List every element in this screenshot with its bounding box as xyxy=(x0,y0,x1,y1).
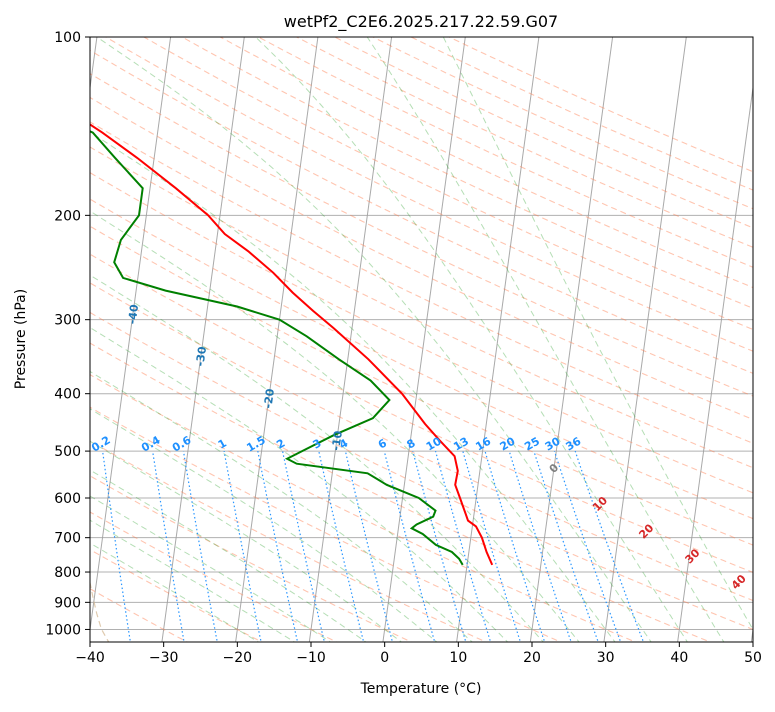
mixing-ratio-line xyxy=(553,450,622,642)
mixing-ratio-line xyxy=(462,450,522,642)
mixing-ratio-line xyxy=(152,451,185,642)
dry-adiabat-line xyxy=(90,225,753,546)
moist-adiabat-line xyxy=(90,542,260,642)
y-tick-label: 700 xyxy=(54,531,81,547)
mixing-ratio-line xyxy=(508,450,572,642)
moist-adiabat-line xyxy=(366,37,725,642)
x-tick-label: 40 xyxy=(670,650,688,666)
dewpoint-profile-line xyxy=(90,130,464,566)
dry-adiabat-line xyxy=(90,172,753,494)
dry-adiabat-line xyxy=(180,37,753,309)
moist-adiabat-line xyxy=(90,131,616,642)
isotherm-line xyxy=(677,84,753,642)
y-tick-label: 300 xyxy=(54,313,81,329)
mixing-ratio-line xyxy=(344,450,394,642)
x-tick-label: 50 xyxy=(744,650,762,666)
isotherm-line xyxy=(90,37,172,634)
dry-adiabat-line xyxy=(90,406,562,642)
isotherm-line xyxy=(382,37,466,642)
plot-frame xyxy=(89,36,754,643)
y-tick-label: 500 xyxy=(54,444,81,460)
dry-adiabat-line xyxy=(142,37,753,331)
y-axis-label: Pressure (hPa) xyxy=(13,289,29,389)
axis-layer: −40 −30 −20 −10 0 10 20 30 40 50 100 200 300 400 500 60… xyxy=(45,30,762,666)
mixing-ratio-line xyxy=(412,450,467,642)
dry-adiabat-line xyxy=(90,374,637,642)
x-tick-label: 0 xyxy=(380,650,389,666)
grid-layer xyxy=(90,37,753,642)
moist-adiabat-line xyxy=(254,37,689,642)
data-layer xyxy=(90,123,494,566)
isotherm-line xyxy=(529,37,614,642)
isotherm-line xyxy=(161,37,245,642)
isotherm-line xyxy=(456,37,540,642)
dry-adiabat-line xyxy=(90,198,753,520)
moist-adiabat-line xyxy=(90,370,473,642)
dry-adiabat-line xyxy=(90,548,264,642)
y-tick-label: 200 xyxy=(54,208,81,224)
x-tick-label: −20 xyxy=(223,650,253,666)
y-tick-label: 1000 xyxy=(45,622,81,638)
dry-adiabat-line xyxy=(90,121,753,444)
y-tick-label: 100 xyxy=(54,30,81,46)
temperature-profile-line xyxy=(90,123,494,566)
moist-adiabat-line xyxy=(90,440,403,642)
x-tick-label: 30 xyxy=(597,650,615,666)
dry-adiabat-line xyxy=(90,475,413,642)
mixing-ratio-line xyxy=(318,450,365,642)
moist-adiabat-line xyxy=(90,327,509,642)
y-tick-label: 400 xyxy=(54,387,81,403)
x-tick-label: −30 xyxy=(149,650,179,666)
x-tick-label: −10 xyxy=(296,650,326,666)
dry-adiabat-line xyxy=(90,311,753,630)
mixing-ratio-line xyxy=(383,450,436,642)
isotherm-line xyxy=(308,37,393,642)
isotherm-label: -10 xyxy=(329,430,345,452)
dry-adiabat-line xyxy=(90,511,338,642)
moist-adiabat-line xyxy=(90,274,544,642)
y-tick-label: 800 xyxy=(54,565,81,581)
moist-adiabat-line xyxy=(95,37,652,642)
dry-adiabat-line xyxy=(90,440,488,642)
mixing-ratio-line xyxy=(182,451,218,642)
mixing-ratio-line xyxy=(223,450,262,642)
moist-adiabat-line xyxy=(90,519,296,642)
x-tick-label: 10 xyxy=(449,650,467,666)
dry-adiabat-line xyxy=(90,49,753,374)
x-tick-label: −40 xyxy=(75,650,105,666)
x-tick-label: 20 xyxy=(523,650,541,666)
x-axis-label: Temperature (°C) xyxy=(360,681,482,697)
mixing-ratio-line xyxy=(484,450,546,642)
moist-adiabat-line xyxy=(90,469,367,642)
y-tick-label: 900 xyxy=(54,595,81,611)
mixing-ratio-line xyxy=(574,450,645,642)
y-tick-label: 600 xyxy=(54,491,81,507)
moist-adiabat-line xyxy=(90,210,580,642)
chart-title: wetPf2_C2E6.2025.217.22.59.G07 xyxy=(284,12,558,32)
mixing-ratio-line xyxy=(282,450,326,642)
isotherm-label: -20 xyxy=(261,387,277,409)
mixing-ratio-line xyxy=(434,450,492,642)
isotherm-line xyxy=(603,37,687,642)
mixing-ratio-line xyxy=(257,450,299,642)
isotherm-line xyxy=(235,37,319,642)
isotherm-label: -40 xyxy=(126,303,142,325)
isotherm-label: -30 xyxy=(194,345,210,367)
dry-adiabat-line xyxy=(90,342,712,642)
mixing-ratio-line xyxy=(533,450,599,642)
